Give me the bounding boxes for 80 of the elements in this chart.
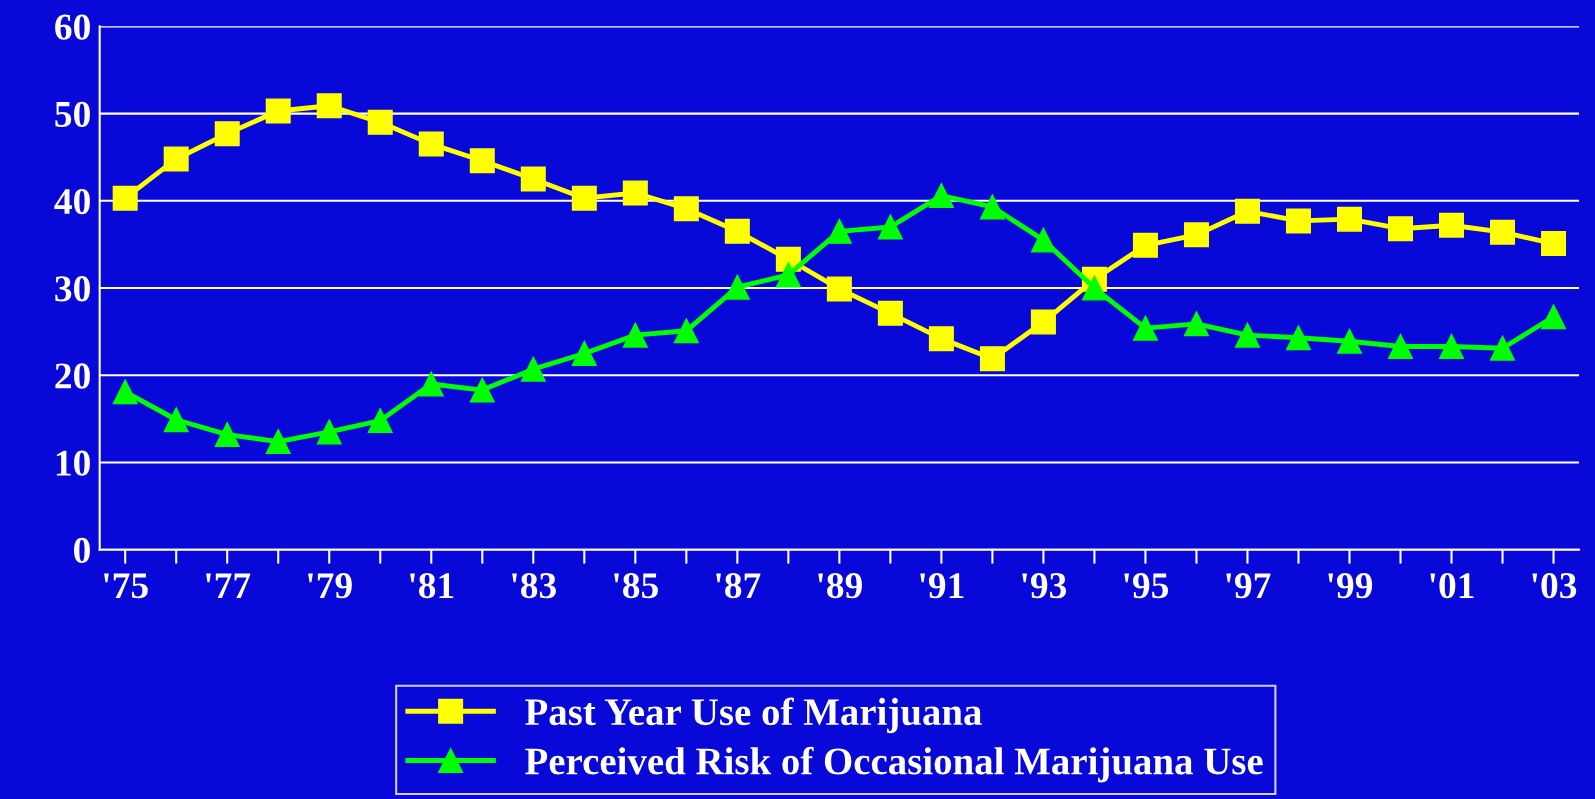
point xyxy=(622,180,648,206)
y-tick-label: 30 xyxy=(55,276,90,302)
point xyxy=(367,408,393,434)
legend-label: Past Year Use of Marijuana xyxy=(525,697,982,734)
point xyxy=(673,318,699,344)
x-tick-label: '93 xyxy=(1022,573,1067,599)
point xyxy=(112,379,138,405)
point xyxy=(1081,275,1107,301)
point xyxy=(622,322,648,348)
point xyxy=(1490,335,1516,361)
point xyxy=(724,218,750,244)
point xyxy=(316,419,342,445)
point xyxy=(571,340,597,366)
y-tick-label: 0 xyxy=(74,537,90,564)
point xyxy=(928,183,954,209)
point xyxy=(1030,227,1056,253)
x-tick-label: '01 xyxy=(1430,573,1474,599)
point xyxy=(826,218,852,244)
point xyxy=(1336,328,1362,354)
point xyxy=(1387,216,1414,242)
x-tick-label: '91 xyxy=(920,573,964,599)
point xyxy=(469,148,495,174)
point xyxy=(877,214,903,240)
point xyxy=(418,371,444,397)
point xyxy=(367,109,393,135)
point xyxy=(265,429,291,455)
point xyxy=(1387,333,1414,359)
point xyxy=(826,276,852,302)
x-tick-label: '81 xyxy=(410,573,454,599)
point xyxy=(724,274,750,300)
point xyxy=(418,131,444,157)
point xyxy=(1285,208,1311,234)
point xyxy=(1336,206,1362,232)
y-tick-label: 50 xyxy=(55,101,90,127)
point xyxy=(1183,311,1209,337)
point xyxy=(1541,231,1567,257)
x-tick-label: '03 xyxy=(1532,573,1577,599)
point xyxy=(673,196,699,222)
point xyxy=(775,262,801,288)
x-tick-label: '77 xyxy=(206,573,251,598)
legend-label: Perceived Risk of Occasional Marijuana Use xyxy=(525,746,1263,783)
y-tick-label: 10 xyxy=(56,450,90,476)
point xyxy=(163,407,189,433)
x-tick-label: '95 xyxy=(1124,573,1169,599)
x-tick-label: '85 xyxy=(614,573,658,599)
point xyxy=(520,166,546,192)
x-tick-label: '75 xyxy=(104,573,148,599)
x-tick-label: '89 xyxy=(818,573,862,599)
point xyxy=(520,356,546,382)
point xyxy=(1490,219,1516,245)
point xyxy=(928,326,954,352)
x-tick-label: '99 xyxy=(1328,573,1373,599)
point xyxy=(979,194,1005,220)
point xyxy=(1439,333,1465,359)
point xyxy=(1183,222,1209,248)
point xyxy=(1234,198,1260,224)
x-tick-label: '97 xyxy=(1226,573,1271,599)
x-tick-label: '79 xyxy=(308,573,352,599)
point xyxy=(1541,304,1567,330)
point xyxy=(1132,232,1158,258)
y-tick-label: 40 xyxy=(54,188,90,215)
point xyxy=(265,98,291,124)
point xyxy=(877,300,903,326)
point xyxy=(979,346,1005,372)
y-tick-label: 60 xyxy=(55,14,90,40)
point xyxy=(214,121,240,147)
point xyxy=(112,185,138,211)
point xyxy=(214,422,240,448)
x-tick-label: '87 xyxy=(716,573,761,599)
point xyxy=(1030,309,1056,335)
point xyxy=(316,93,342,119)
y-tick-label: 20 xyxy=(55,363,90,389)
point xyxy=(1285,325,1311,351)
point xyxy=(469,377,495,403)
point xyxy=(571,185,597,211)
point xyxy=(1132,315,1158,341)
point xyxy=(1234,322,1260,348)
point xyxy=(163,146,189,172)
x-tick-label: '83 xyxy=(512,573,556,599)
point xyxy=(1439,212,1465,238)
